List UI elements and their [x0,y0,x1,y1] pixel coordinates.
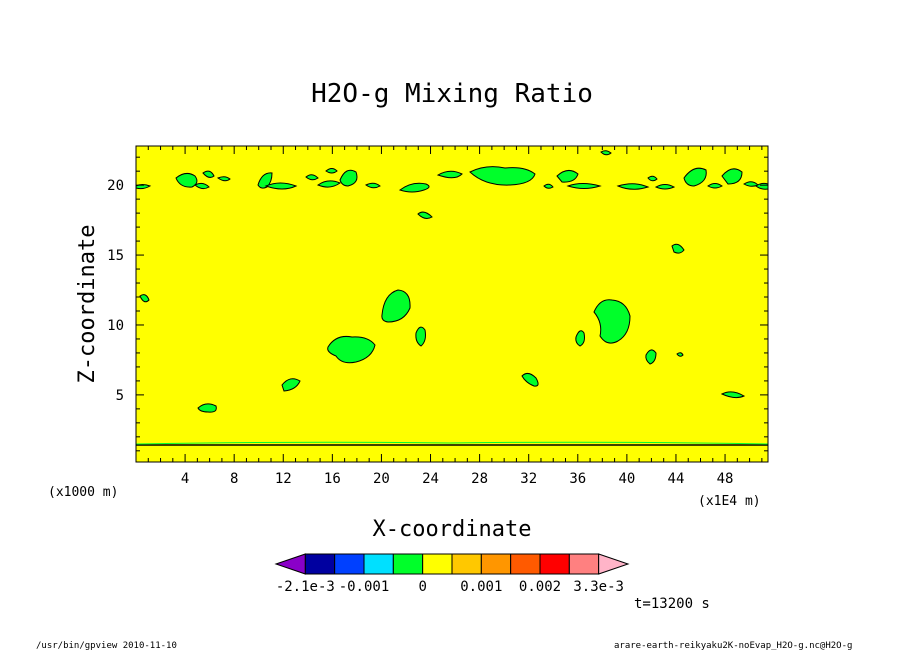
contour-region [600,150,612,156]
footer-left: /usr/bin/gpview 2010-11-10 [36,641,177,651]
contour-region [543,183,554,189]
y-axis-label: Z-coordinate [75,225,100,384]
contour-region [415,326,426,347]
chart-title: H2O-g Mixing Ratio [311,79,593,109]
contour-region [556,170,579,183]
contour-region [566,183,602,189]
contour-region [139,294,150,303]
y-tick-label: 20 [107,178,124,194]
y-axis-ticks: 5 10 15 20 [107,156,768,452]
contour-region [197,403,217,413]
x-tick-label: 36 [569,471,586,487]
contour-region [671,243,685,254]
plot-background [136,146,768,462]
x-tick-label: 20 [373,471,390,487]
colorbar-swatch [539,553,570,575]
plot-frame [135,145,769,463]
contour-region [325,168,338,174]
colorbar-swatch [451,553,482,575]
contour-region [398,182,430,193]
x-tick-label: 16 [324,471,341,487]
colorbar-swatch [510,553,541,575]
contour-region [645,349,657,365]
colorbar-swatch [363,553,394,575]
x-axis-unit-right: (x1E4 m) [698,494,761,509]
x-axis-label: X-coordinate [373,517,532,542]
contour-region [381,289,411,323]
footer-right: arare-earth-reikyaku2K-noEvap_H2O-g.nc@H… [614,641,853,651]
contour-region [616,183,650,190]
x-tick-label: 44 [668,471,685,487]
colorbar-label: 0.001 [460,579,502,595]
contour-region [327,336,376,364]
contour-region [281,378,301,392]
contour-region [339,169,358,187]
colorbar-end-triangle-high [598,553,630,575]
x-tick-label: 12 [275,471,292,487]
contour-region [676,352,684,357]
x-tick-label: 4 [181,471,189,487]
x-axis-ticks: 4 8 12 16 20 24 28 32 36 40 44 48 [147,146,763,487]
colorbar-swatch [422,553,453,575]
colorbar-end-triangle-low [274,553,306,575]
colorbar-label: -2.1e-3 [276,579,335,595]
contour-region [202,170,215,178]
contour-region [654,184,676,190]
contour-region [683,167,707,187]
contour-region [417,211,433,219]
contour-region [305,174,319,181]
contour-region [469,166,536,186]
contour-region [647,175,658,182]
colorbar-swatch [392,553,424,575]
contour-regions [135,150,769,413]
x-tick-label: 28 [471,471,488,487]
colorbar-label: 0 [418,579,426,595]
time-label: t=13200 s [634,596,710,612]
colorbar [274,553,630,575]
x-axis-unit-left: (x1000 m) [48,485,118,500]
contour-region [316,180,342,188]
contour-region [194,182,210,190]
surface-contour-fill [135,441,769,445]
colorbar-label: -0.001 [339,579,390,595]
colorbar-label: 3.3e-3 [573,579,624,595]
colorbar-label: 0.002 [519,579,561,595]
contour-region [593,299,631,344]
contour-region [365,182,381,189]
x-tick-label: 24 [422,471,439,487]
x-tick-label: 32 [520,471,537,487]
contour-region [216,176,231,182]
y-tick-label: 10 [107,318,124,334]
contour-region [264,182,298,190]
y-tick-label: 5 [116,388,124,404]
colorbar-swatch [334,553,365,575]
colorbar-swatch [568,553,600,575]
contour-region [720,391,746,399]
contour-region [257,172,273,189]
colorbar-labels: -2.1e-3 -0.001 0 0.001 0.002 3.3e-3 [276,579,624,595]
colorbar-swatch [480,553,512,575]
contour-region [721,168,743,185]
x-tick-label: 8 [230,471,238,487]
x-tick-label: 40 [618,471,635,487]
x-tick-label: 48 [717,471,734,487]
y-tick-label: 15 [107,248,124,264]
contour-region [175,172,198,188]
contour-region [521,372,539,387]
colorbar-swatch [304,553,336,575]
contour-region [575,330,585,347]
contour-region [707,183,723,189]
contour-region [436,170,463,179]
